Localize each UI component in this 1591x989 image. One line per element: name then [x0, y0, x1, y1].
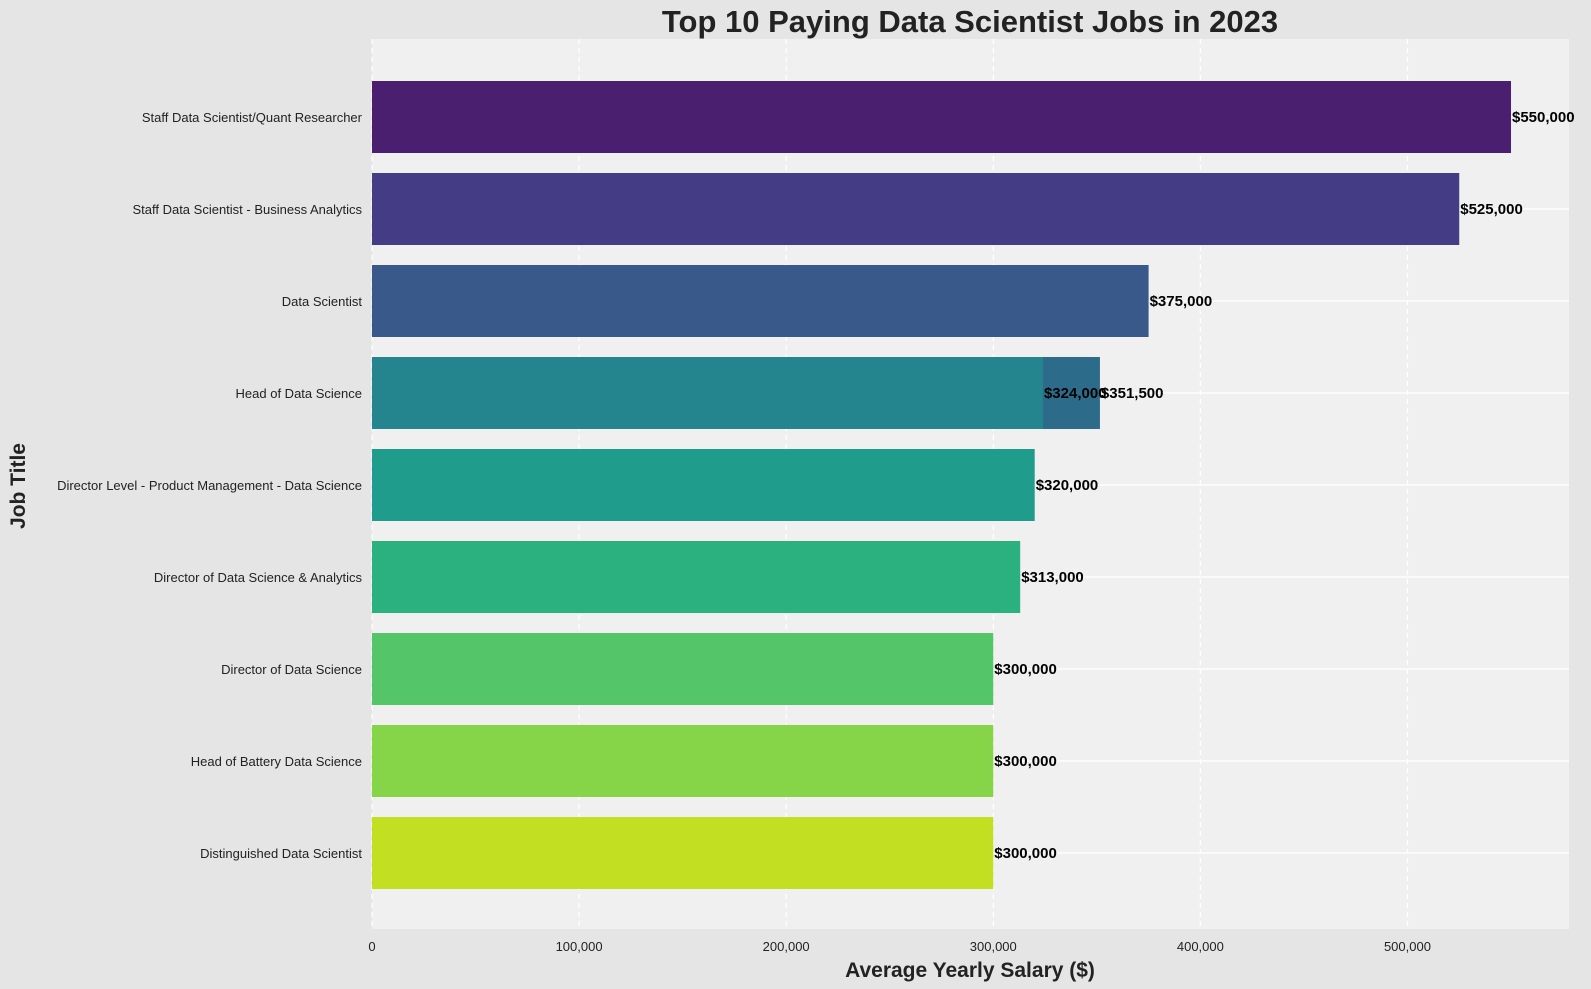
bar	[372, 633, 994, 705]
bar	[372, 725, 994, 797]
bar-value-label: $320,000	[1036, 477, 1099, 494]
x-tick-label: 200,000	[763, 939, 810, 954]
y-tick-label: Staff Data Scientist - Business Analytic…	[132, 202, 362, 217]
y-tick-label: Head of Battery Data Science	[191, 754, 362, 769]
y-tick-label: Data Scientist	[282, 294, 363, 309]
bar	[372, 357, 1043, 429]
x-tick-label: 400,000	[1177, 939, 1224, 954]
y-tick-label: Director Level - Product Management - Da…	[57, 478, 362, 493]
bar-value-label: $313,000	[1021, 569, 1084, 586]
x-tick-label: 500,000	[1384, 939, 1431, 954]
bar	[372, 173, 1460, 245]
bars	[372, 81, 1512, 889]
bar	[372, 265, 1149, 337]
bar	[372, 81, 1512, 153]
y-tick-label: Staff Data Scientist/Quant Researcher	[142, 110, 363, 125]
x-tick-label: 0	[368, 939, 375, 954]
bar-value-label: $550,000	[1512, 109, 1575, 126]
bar	[372, 449, 1035, 521]
y-tick-label: Director of Data Science	[221, 662, 362, 677]
bar-value-label: $375,000	[1150, 293, 1213, 310]
y-axis-tick-labels: Staff Data Scientist/Quant Researcher Sta…	[57, 110, 363, 861]
x-axis-title: Average Yearly Salary ($)	[845, 959, 1095, 982]
bar-value-label: $300,000	[994, 845, 1057, 862]
chart-title: Top 10 Paying Data Scientist Jobs in 202…	[662, 4, 1278, 39]
bar-value-label: $525,000	[1460, 201, 1523, 218]
bar	[372, 541, 1021, 613]
bar-value-label: $300,000	[994, 753, 1057, 770]
y-axis-title: Job Title	[7, 443, 30, 529]
x-tick-label: 300,000	[970, 939, 1017, 954]
x-tick-label: 100,000	[556, 939, 603, 954]
bar-value-label: $351,500	[1101, 385, 1164, 402]
y-tick-label: Distinguished Data Scientist	[200, 846, 362, 861]
bar-value-labels: $550,000 $525,000 $375,000 $351,500$324,000…	[994, 109, 1574, 862]
bar	[372, 817, 994, 889]
bar-value-label: $324,000	[1044, 385, 1107, 402]
y-tick-label: Head of Data Science	[236, 386, 362, 401]
bar-value-label: $300,000	[994, 661, 1057, 678]
y-tick-label: Director of Data Science & Analytics	[154, 570, 363, 585]
x-axis-tick-labels: 0 100,000 200,000 300,000 400,000 500,000	[368, 939, 1431, 954]
